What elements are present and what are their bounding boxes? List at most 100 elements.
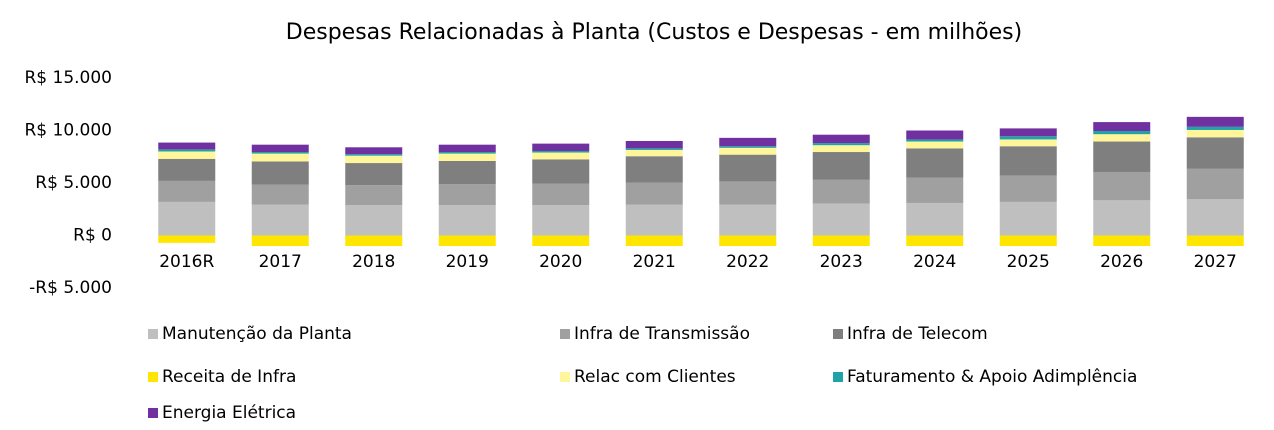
bar-segment <box>438 153 496 161</box>
bar-segment <box>812 134 870 144</box>
bar-segment <box>1186 129 1244 138</box>
bar-segment <box>345 154 403 156</box>
bar-segment <box>345 205 403 236</box>
bar-segment <box>1093 134 1151 142</box>
bar-segment <box>1093 171 1151 201</box>
bar-segment <box>345 235 403 246</box>
bar-segment <box>1093 122 1151 132</box>
legend-swatch <box>833 372 843 382</box>
bar-segment <box>532 159 590 184</box>
bar-segment <box>158 180 216 202</box>
x-tick-label: 2019 <box>446 252 489 272</box>
bar-segment <box>1186 199 1244 236</box>
legend-swatch <box>833 329 843 339</box>
x-tick-label: 2017 <box>259 252 302 272</box>
bar-segment <box>158 151 216 159</box>
legend-label: Infra de Telecom <box>847 324 988 344</box>
x-tick-label: 2021 <box>633 252 676 272</box>
legend-label: Infra de Transmissão <box>574 324 750 344</box>
legend-swatch <box>148 329 158 339</box>
bar-segment <box>251 204 309 236</box>
y-tick-label: R$ 0 <box>73 226 112 246</box>
bar-segment <box>906 177 964 203</box>
bar-segment <box>438 184 496 206</box>
x-tick-label: 2023 <box>820 252 863 272</box>
bar-segment <box>1186 116 1244 127</box>
bar-segment <box>438 205 496 236</box>
bar-segment <box>438 144 496 153</box>
bar-segment <box>906 235 964 246</box>
bar-segment <box>345 155 403 164</box>
bar-segment <box>625 235 683 246</box>
bar-segment <box>345 163 403 186</box>
bar-segment <box>532 205 590 236</box>
bar-segment <box>158 149 216 152</box>
bar-segment <box>532 150 590 153</box>
bar-segment <box>251 184 309 205</box>
bar-segment <box>906 148 964 178</box>
bar-segment <box>532 152 590 160</box>
bar-segment <box>999 146 1057 176</box>
legend-swatch <box>148 372 158 382</box>
x-tick-label: 2022 <box>726 252 769 272</box>
bar-segment <box>812 203 870 236</box>
bar-segment <box>625 156 683 183</box>
bar-segment <box>1186 168 1244 200</box>
bar-segment <box>999 201 1057 236</box>
bar-segment <box>438 160 496 185</box>
bar-segment <box>812 145 870 153</box>
legend-label: Receita de Infra <box>162 367 296 387</box>
bar-segment <box>906 130 964 140</box>
bar-segment <box>999 175 1057 202</box>
legend-label: Faturamento & Apoio Adimplência <box>847 367 1137 387</box>
bar-segment <box>1186 137 1244 169</box>
bar-segment <box>906 141 964 149</box>
bar-segment <box>251 235 309 246</box>
x-tick-label: 2020 <box>539 252 582 272</box>
bar-segment <box>251 161 309 185</box>
bar-segment <box>999 136 1057 140</box>
bar-segment <box>999 139 1057 147</box>
bar-segment <box>345 185 403 206</box>
bar-segment <box>625 141 683 149</box>
bar-segment <box>532 143 590 151</box>
bar-segment <box>999 235 1057 246</box>
bar-segment <box>719 204 777 236</box>
legend-label: Relac com Clientes <box>574 367 736 387</box>
legend-swatch <box>148 408 158 418</box>
bar-segment <box>719 235 777 246</box>
y-tick-label: R$ 10.000 <box>24 121 112 141</box>
y-tick-label: R$ 5.000 <box>35 173 112 193</box>
bar-segment <box>906 202 964 236</box>
x-tick-label: 2026 <box>1100 252 1143 272</box>
bar-segment <box>158 201 216 236</box>
bar-segment <box>719 181 777 205</box>
bar-segment <box>812 235 870 246</box>
bar-segment <box>625 182 683 205</box>
bar-segment <box>1093 200 1151 236</box>
bar-segment <box>158 235 216 243</box>
bar-segment <box>999 128 1057 137</box>
bar-segment <box>625 148 683 150</box>
bar-segment <box>812 179 870 204</box>
bar-segment <box>812 143 870 146</box>
legend-label: Energia Elétrica <box>162 403 296 423</box>
bar-segment <box>1093 131 1151 135</box>
y-tick-label: -R$ 5.000 <box>29 278 112 298</box>
bar-segment <box>158 158 216 181</box>
bar-segment <box>1093 141 1151 172</box>
bar-segment <box>1186 235 1244 246</box>
bar-segment <box>719 146 777 148</box>
bar-segment <box>251 144 309 153</box>
bar-segment <box>625 204 683 236</box>
bar-segment <box>532 235 590 246</box>
x-tick-label: 2025 <box>1007 252 1050 272</box>
bar-segment <box>532 183 590 206</box>
bar-segment <box>1093 235 1151 246</box>
bar-segment <box>438 152 496 154</box>
x-tick-label: 2027 <box>1194 252 1237 272</box>
bar-segment <box>345 147 403 155</box>
bar-segment <box>906 139 964 142</box>
